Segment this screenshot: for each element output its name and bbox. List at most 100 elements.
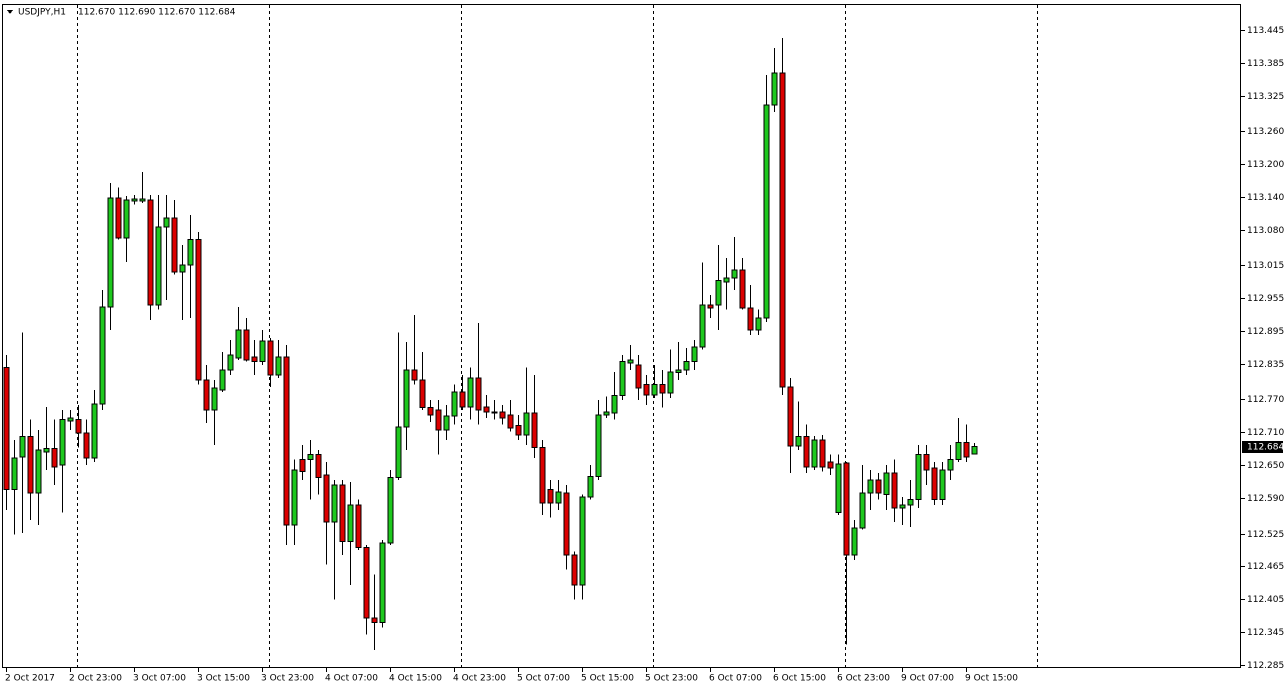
candle-body — [147, 199, 154, 306]
candle-body — [563, 492, 570, 556]
candle-body — [539, 447, 546, 504]
candle-body — [843, 462, 850, 556]
y-tick-label: 113.260 — [1247, 127, 1284, 137]
candle-body — [811, 439, 818, 468]
x-tick-label: 3 Oct 15:00 — [197, 674, 250, 684]
chart-title: USDJPY,H1 — [18, 8, 66, 18]
candle-body — [435, 409, 442, 431]
candle-body — [611, 395, 618, 414]
candle-body — [115, 197, 122, 239]
candle-body — [875, 479, 882, 494]
y-tick-label: 112.895 — [1247, 327, 1284, 337]
y-tick-label: 112.345 — [1247, 628, 1284, 638]
candle-body — [491, 411, 498, 414]
candle-body — [59, 419, 66, 466]
y-tick-label: 113.385 — [1247, 59, 1284, 69]
candle-body — [899, 504, 906, 509]
candle-body — [603, 411, 610, 416]
x-tick-label: 9 Oct 15:00 — [965, 674, 1018, 684]
x-tick-label: 9 Oct 07:00 — [901, 674, 954, 684]
candle-body — [763, 104, 770, 319]
candle-body — [155, 226, 162, 306]
x-tick-label: 6 Oct 07:00 — [709, 674, 762, 684]
menu-arrow[interactable] — [7, 10, 13, 14]
candle-body — [515, 425, 522, 436]
candle-body — [739, 269, 746, 309]
candle-body — [99, 306, 106, 405]
candle-body — [131, 198, 138, 202]
candle-body — [915, 454, 922, 501]
x-tick-label: 2 Oct 23:00 — [69, 674, 122, 684]
y-tick-label: 112.955 — [1247, 294, 1284, 304]
candle-body — [171, 217, 178, 273]
y-tick-label: 113.325 — [1247, 92, 1284, 102]
y-tick-label: 112.465 — [1247, 562, 1284, 572]
candle-body — [835, 463, 842, 514]
candle-body — [531, 412, 538, 449]
candle-body — [251, 356, 258, 363]
candle-body — [307, 454, 314, 461]
candle-body — [971, 446, 978, 455]
candle-body — [259, 340, 266, 363]
candle-body — [51, 448, 58, 468]
candle-body — [347, 504, 354, 543]
candle-body — [19, 436, 26, 458]
candle-body — [339, 484, 346, 543]
last-price-label: 112.684 — [1247, 443, 1284, 453]
candle-body — [955, 442, 962, 461]
x-tick-label: 6 Oct 15:00 — [773, 674, 826, 684]
candle-body — [907, 499, 914, 506]
candle-body — [243, 329, 250, 361]
candle-body — [587, 476, 594, 498]
x-tick-label: 4 Oct 23:00 — [453, 674, 506, 684]
candle-body — [547, 489, 554, 504]
x-tick-label: 2 Oct 2017 — [5, 674, 55, 684]
y-tick-label: 112.650 — [1247, 461, 1284, 471]
candle-body — [795, 436, 802, 447]
y-tick-label: 113.080 — [1247, 226, 1284, 236]
period-separators — [77, 5, 1038, 667]
candle-body — [555, 491, 562, 504]
y-tick-label: 112.285 — [1247, 661, 1284, 671]
last-price-box — [1242, 441, 1283, 453]
candle-body — [371, 617, 378, 624]
y-tick-label: 112.590 — [1247, 494, 1284, 504]
candle-body — [667, 371, 674, 394]
candle-body — [939, 469, 946, 501]
candle-body — [443, 415, 450, 431]
candle-body — [483, 406, 490, 413]
candle-body — [459, 391, 466, 408]
candle-body — [235, 329, 242, 359]
candle-body — [507, 414, 514, 429]
candle-body — [867, 479, 874, 494]
candle-body — [595, 414, 602, 478]
candle-body — [659, 384, 666, 394]
y-tick-label: 113.140 — [1247, 193, 1284, 203]
candle-body — [43, 448, 50, 453]
candle-body — [91, 403, 98, 459]
candle-body — [451, 391, 458, 417]
candle-body — [179, 264, 186, 273]
candle-body — [387, 477, 394, 544]
candle-body — [83, 432, 90, 459]
candle-body — [203, 379, 210, 411]
candle-body — [227, 354, 234, 371]
candle-body — [627, 359, 634, 364]
candle-body — [27, 436, 34, 494]
candle-body — [523, 412, 530, 436]
candle-body — [779, 72, 786, 388]
candle-body — [75, 419, 82, 434]
candle-body — [475, 377, 482, 411]
candle-body — [651, 384, 658, 396]
candle-body — [323, 474, 330, 523]
y-tick-label: 113.200 — [1247, 160, 1284, 170]
candle-body — [819, 439, 826, 468]
candle-body — [715, 280, 722, 306]
candle-body — [643, 384, 650, 396]
y-tick-label: 113.445 — [1247, 26, 1284, 36]
candle-body — [139, 198, 146, 202]
candle-body — [411, 369, 418, 381]
candle-body — [403, 369, 410, 428]
x-tick-label: 5 Oct 23:00 — [645, 674, 698, 684]
